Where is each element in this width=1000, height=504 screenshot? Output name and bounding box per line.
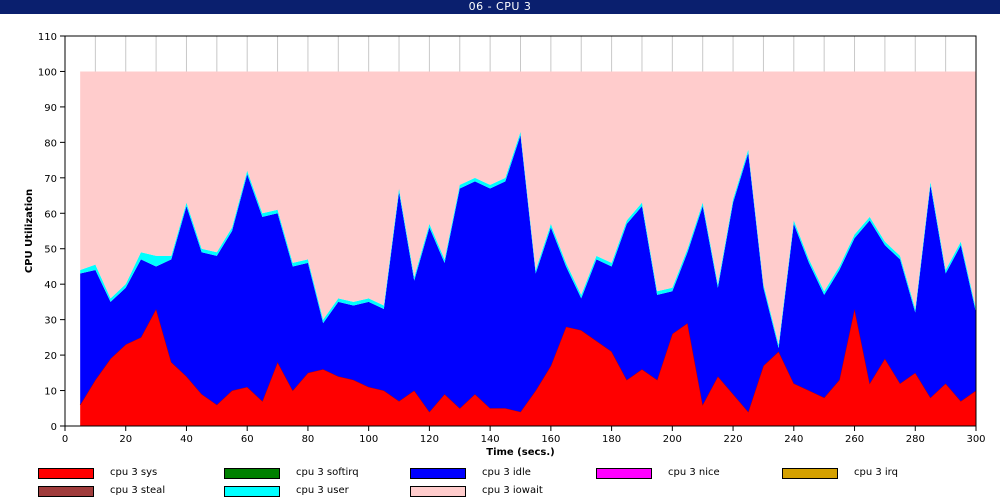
y-tick-label: 70 [44, 174, 57, 185]
y-tick-label: 90 [44, 103, 57, 114]
x-tick-label: 200 [663, 434, 682, 445]
legend-swatch [224, 486, 280, 497]
x-tick-label: 160 [541, 434, 560, 445]
x-tick-label: 280 [906, 434, 925, 445]
legend-label: cpu 3 steal [110, 485, 166, 496]
series-area-cpu-3-iowait [80, 71, 977, 345]
legend-label: cpu 3 idle [482, 467, 531, 478]
chart-legend: cpu 3 sys cpu 3 softirq cpu 3 idle cpu 3 ni… [0, 462, 1000, 504]
y-tick-label: 20 [44, 351, 57, 362]
x-tick-label: 180 [602, 434, 621, 445]
x-tick-label: 240 [784, 434, 803, 445]
legend-label: cpu 3 irq [854, 467, 898, 478]
legend-label: cpu 3 user [296, 485, 349, 496]
cpu-utilization-chart: 0 10 20 30 40 50 60 70 80 90 100 110 0 20 40 60 80 100 120… [24, 32, 986, 458]
legend-label: cpu 3 sys [110, 467, 158, 478]
legend-swatch [410, 486, 466, 497]
y-tick-label: 110 [38, 32, 57, 43]
legend-swatch [38, 468, 94, 479]
y-axis-label: CPU Utilization [24, 189, 35, 273]
x-tick-label: 300 [966, 434, 985, 445]
x-tick-label: 140 [481, 434, 500, 445]
plot-border [64, 35, 977, 427]
y-tick-label: 0 [51, 422, 57, 433]
x-tick-label: 80 [302, 434, 315, 445]
x-tick-label: 60 [241, 434, 254, 445]
series-area-cpu-3-idle [80, 135, 977, 412]
legend-label: cpu 3 nice [668, 467, 720, 478]
series-area-cpu-3-user [80, 131, 977, 348]
x-tick-label: 0 [62, 434, 68, 445]
x-tick-label: 260 [845, 434, 864, 445]
x-tick-label: 120 [420, 434, 439, 445]
legend-swatch [410, 468, 466, 479]
legend-swatch [782, 468, 838, 479]
y-tick-label: 40 [44, 280, 57, 291]
legend-swatch [38, 486, 94, 497]
y-tick-label: 80 [44, 138, 57, 149]
series-area-cpu-3-sys [80, 309, 977, 426]
x-tick-label: 220 [724, 434, 743, 445]
x-axis-label: Time (secs.) [486, 447, 555, 458]
legend-swatch [596, 468, 652, 479]
y-tick-label: 60 [44, 209, 57, 220]
legend-label: cpu 3 iowait [482, 485, 543, 496]
legend-label: cpu 3 softirq [296, 467, 359, 478]
y-tick-label: 10 [44, 387, 57, 398]
y-tick-label: 50 [44, 245, 57, 256]
x-tick-label: 100 [359, 434, 378, 445]
legend-swatch [224, 468, 280, 479]
window-title: 06 - CPU 3 [0, 0, 1000, 14]
y-tick-label: 100 [38, 67, 57, 78]
y-tick-label: 30 [44, 316, 57, 327]
x-tick-label: 40 [180, 434, 193, 445]
x-tick-label: 20 [119, 434, 132, 445]
